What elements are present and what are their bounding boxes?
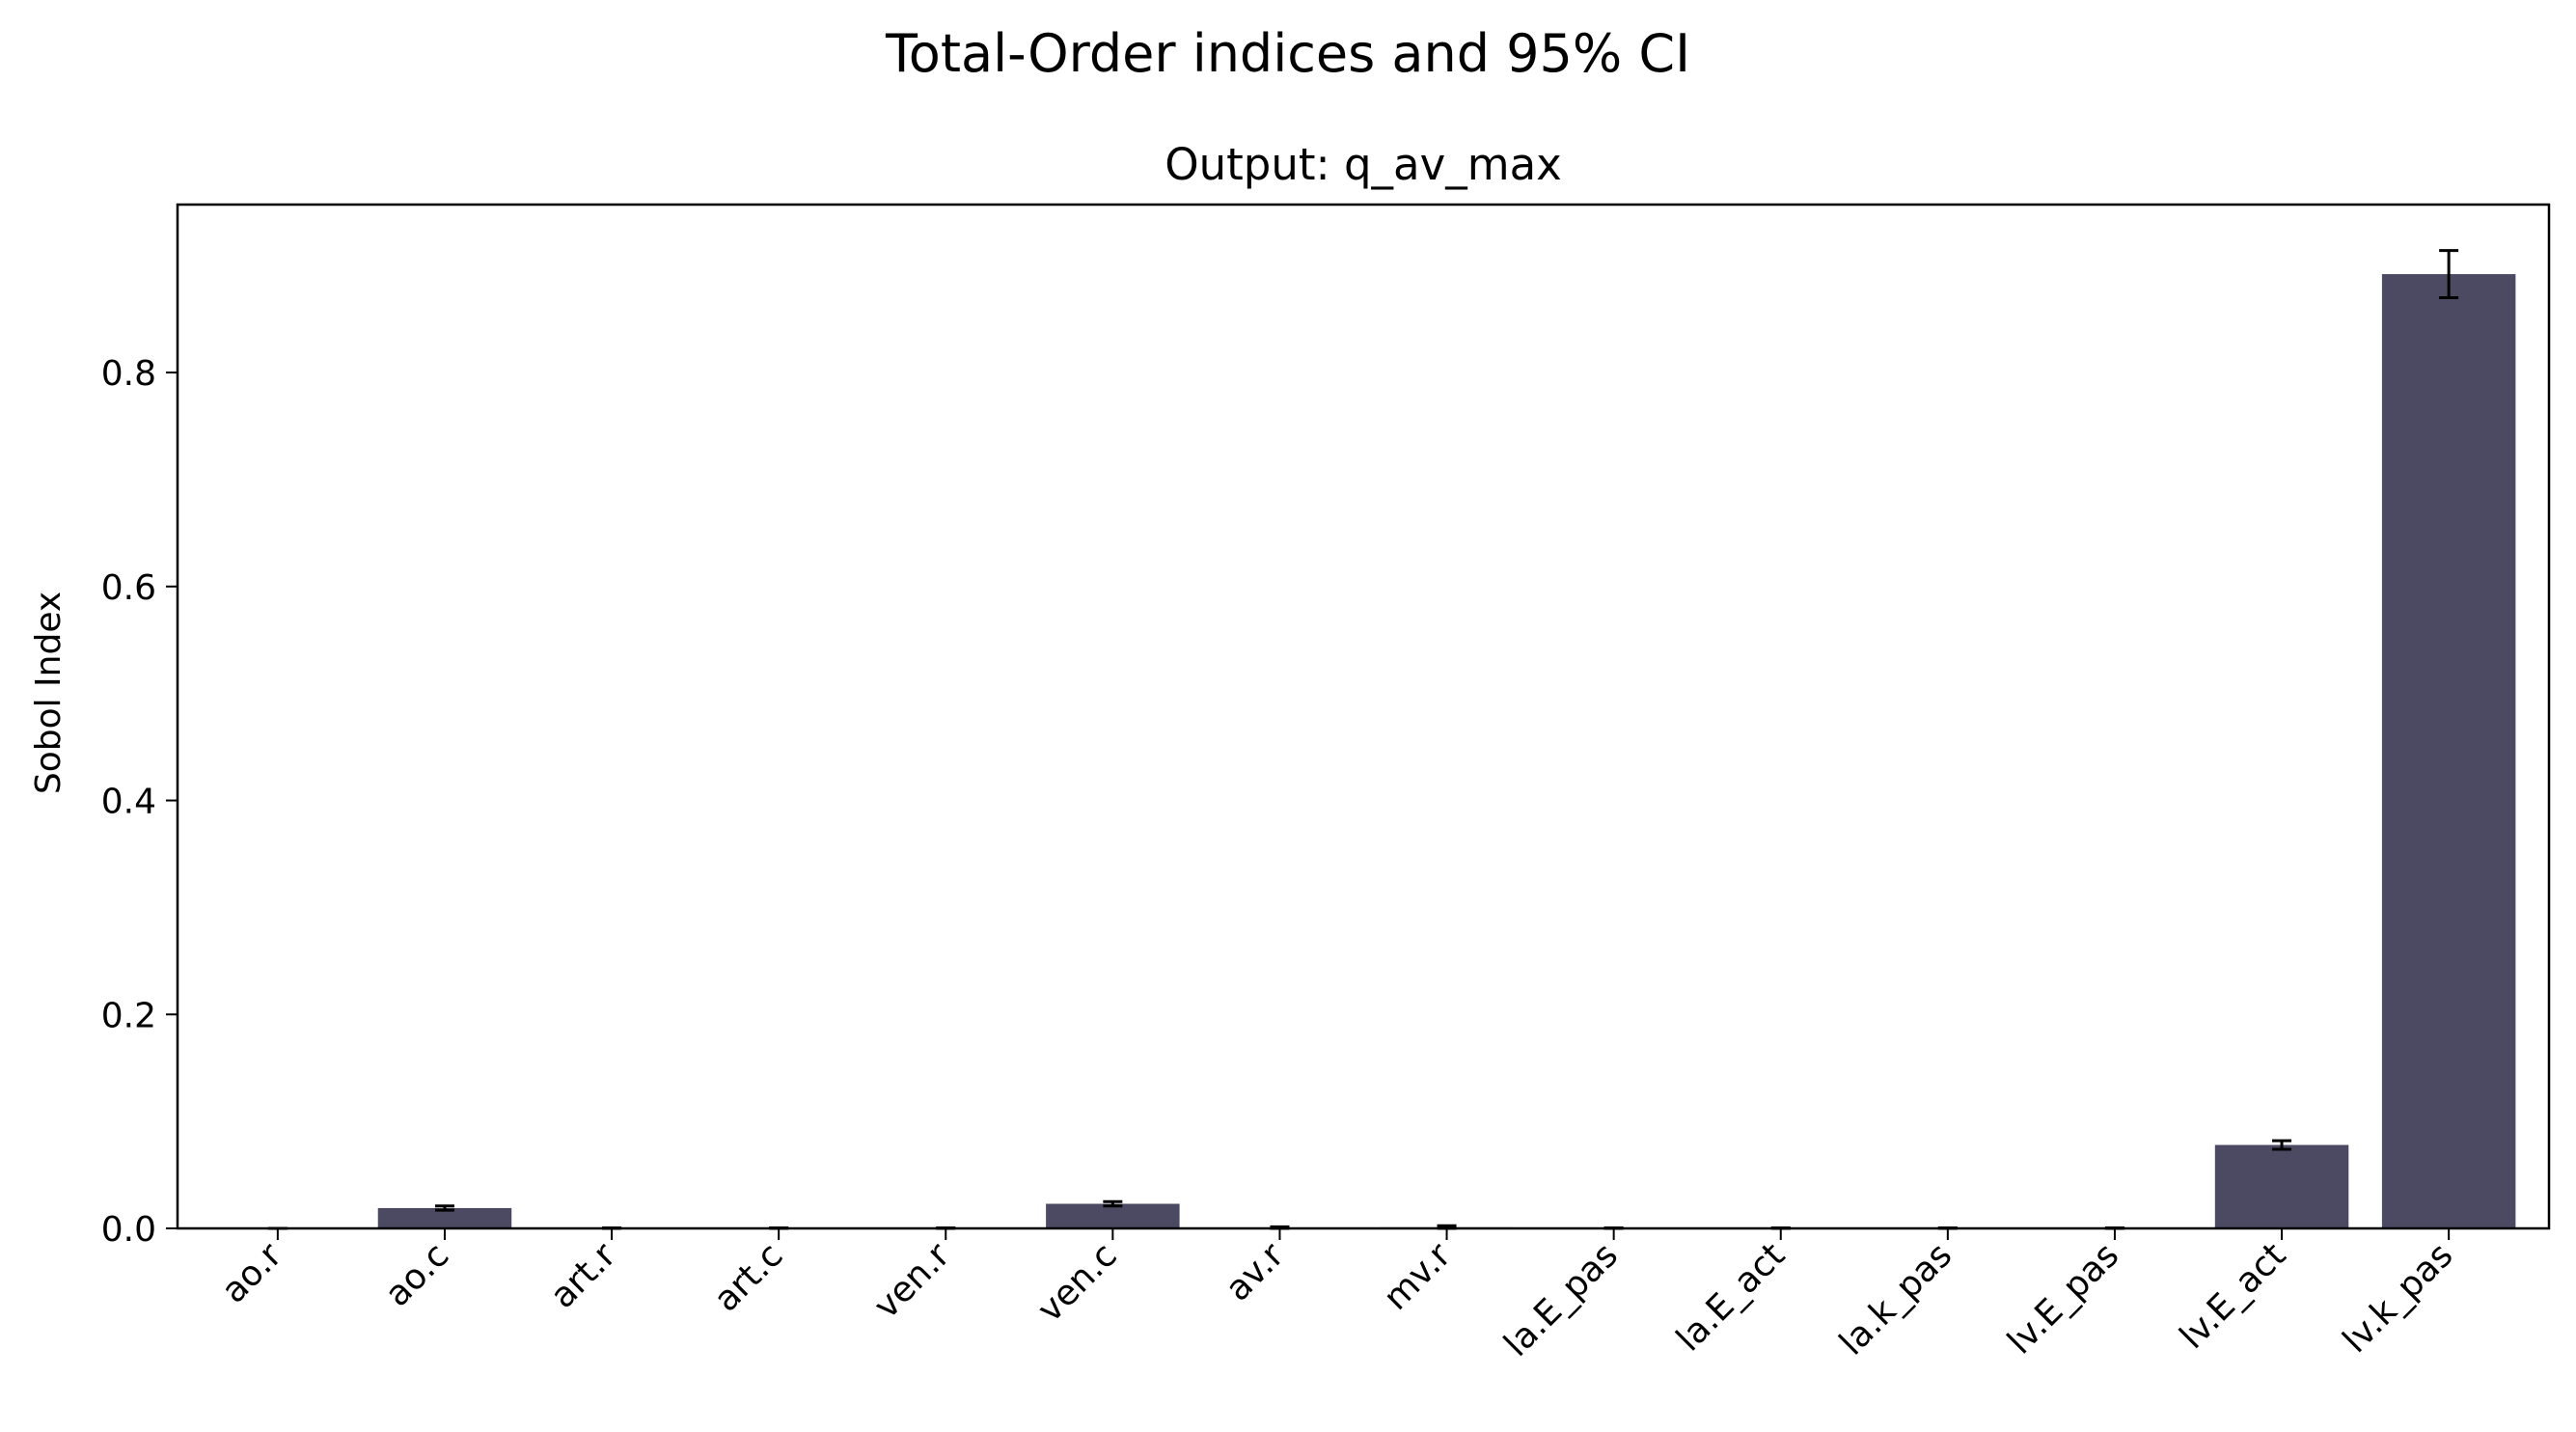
bar-lv.k_pas bbox=[2381, 274, 2516, 1229]
x-tick-label: lv.E_act bbox=[2173, 1235, 2294, 1357]
x-tick-label: ven.r bbox=[866, 1235, 958, 1327]
chart-subtitle: Output: q_av_max bbox=[1165, 139, 1562, 190]
x-tick-label: art.r bbox=[543, 1235, 624, 1316]
y-tick-label: 0.2 bbox=[101, 996, 156, 1035]
y-tick-label: 0.0 bbox=[101, 1210, 156, 1250]
x-tick-label: av.r bbox=[1219, 1235, 1292, 1308]
errorbar-lv.E_act bbox=[2272, 1139, 2292, 1151]
chart-title: Total-Order indices and 95% CI bbox=[885, 23, 1690, 84]
errorbar-ao.c bbox=[434, 1204, 454, 1212]
bar-ven.c bbox=[1046, 1203, 1180, 1228]
x-tick-label: la.E_act bbox=[1669, 1235, 1793, 1359]
y-tick-label: 0.4 bbox=[101, 783, 156, 822]
y-axis-label: Sobol Index bbox=[29, 592, 69, 794]
errorbars-layer bbox=[267, 249, 2459, 1230]
bars-layer bbox=[210, 274, 2516, 1229]
y-tick-label: 0.8 bbox=[101, 354, 156, 394]
x-tick-label: lv.E_pas bbox=[2000, 1235, 2126, 1362]
y-tick-label: 0.6 bbox=[101, 568, 156, 608]
x-tick-label: art.c bbox=[706, 1235, 790, 1319]
x-tick-label: la.E_pas bbox=[1496, 1235, 1626, 1364]
x-tick-label: ao.r bbox=[214, 1235, 289, 1310]
x-tick-label: mv.r bbox=[1376, 1235, 1459, 1318]
x-tick-label: ven.c bbox=[1030, 1235, 1125, 1330]
errorbar-lv.k_pas bbox=[2439, 249, 2459, 299]
plot-frame bbox=[176, 203, 2551, 1230]
x-tick-label: lv.k_pas bbox=[2336, 1235, 2461, 1361]
x-axis-ticks: ao.r ao.c art.r art.c ven.r ven.c av.r mv.r la.E… bbox=[214, 1228, 2461, 1364]
x-tick-label: la.k_pas bbox=[1832, 1235, 1959, 1363]
x-tick-label: ao.c bbox=[378, 1235, 457, 1314]
bar-ao.c bbox=[377, 1207, 512, 1228]
bar-lv.E_act bbox=[2214, 1144, 2349, 1228]
errorbar-ven.c bbox=[1103, 1199, 1123, 1208]
y-axis-ticks: 0.0 0.2 0.4 0.6 0.8 bbox=[101, 354, 178, 1250]
